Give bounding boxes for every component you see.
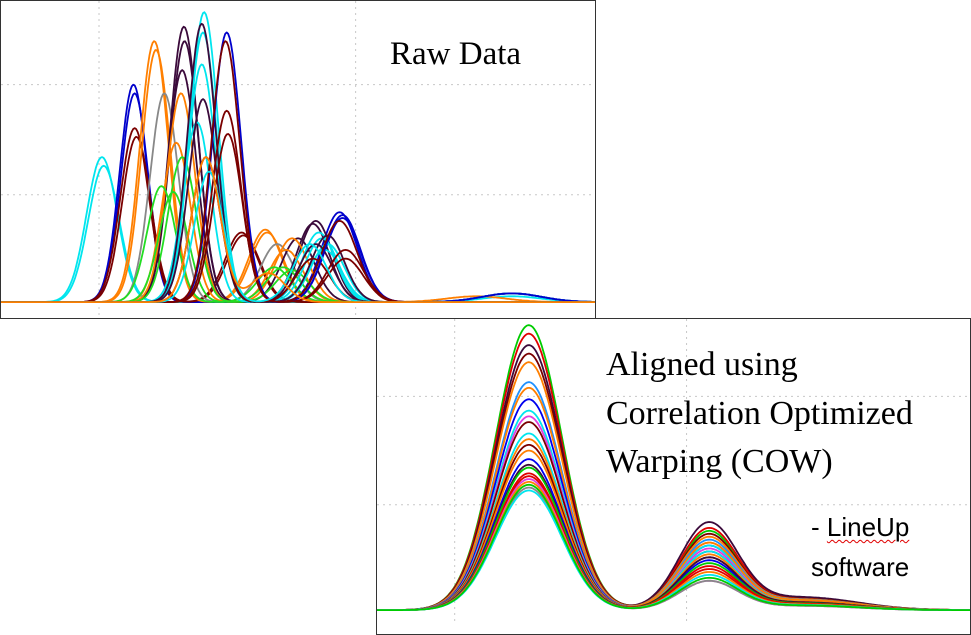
series-line bbox=[377, 483, 970, 611]
software-name: LineUp bbox=[826, 512, 910, 542]
series-line bbox=[1, 63, 595, 303]
series-line bbox=[1, 69, 595, 303]
series-line bbox=[1, 49, 595, 303]
aligned-title-line-1: Aligned using bbox=[606, 346, 798, 383]
software-prefix: - bbox=[811, 512, 827, 542]
raw-data-title: Raw Data bbox=[390, 36, 522, 72]
software-label: - LineUp bbox=[811, 514, 909, 540]
series-line bbox=[1, 164, 595, 303]
aligned-title-line-3: Warping (COW) bbox=[606, 443, 833, 480]
aligned-title-line-2: Correlation Optimized bbox=[606, 395, 913, 432]
aligned-data-plot bbox=[377, 319, 970, 625]
aligned-data-chart-panel: Aligned using Correlation Optimized Warp… bbox=[376, 318, 971, 635]
series-line bbox=[1, 156, 595, 303]
raw-data-chart-panel: Raw Data bbox=[0, 0, 596, 319]
series-line bbox=[1, 185, 595, 303]
software-suffix: software bbox=[811, 552, 910, 582]
raw-data-plot bbox=[1, 1, 595, 317]
